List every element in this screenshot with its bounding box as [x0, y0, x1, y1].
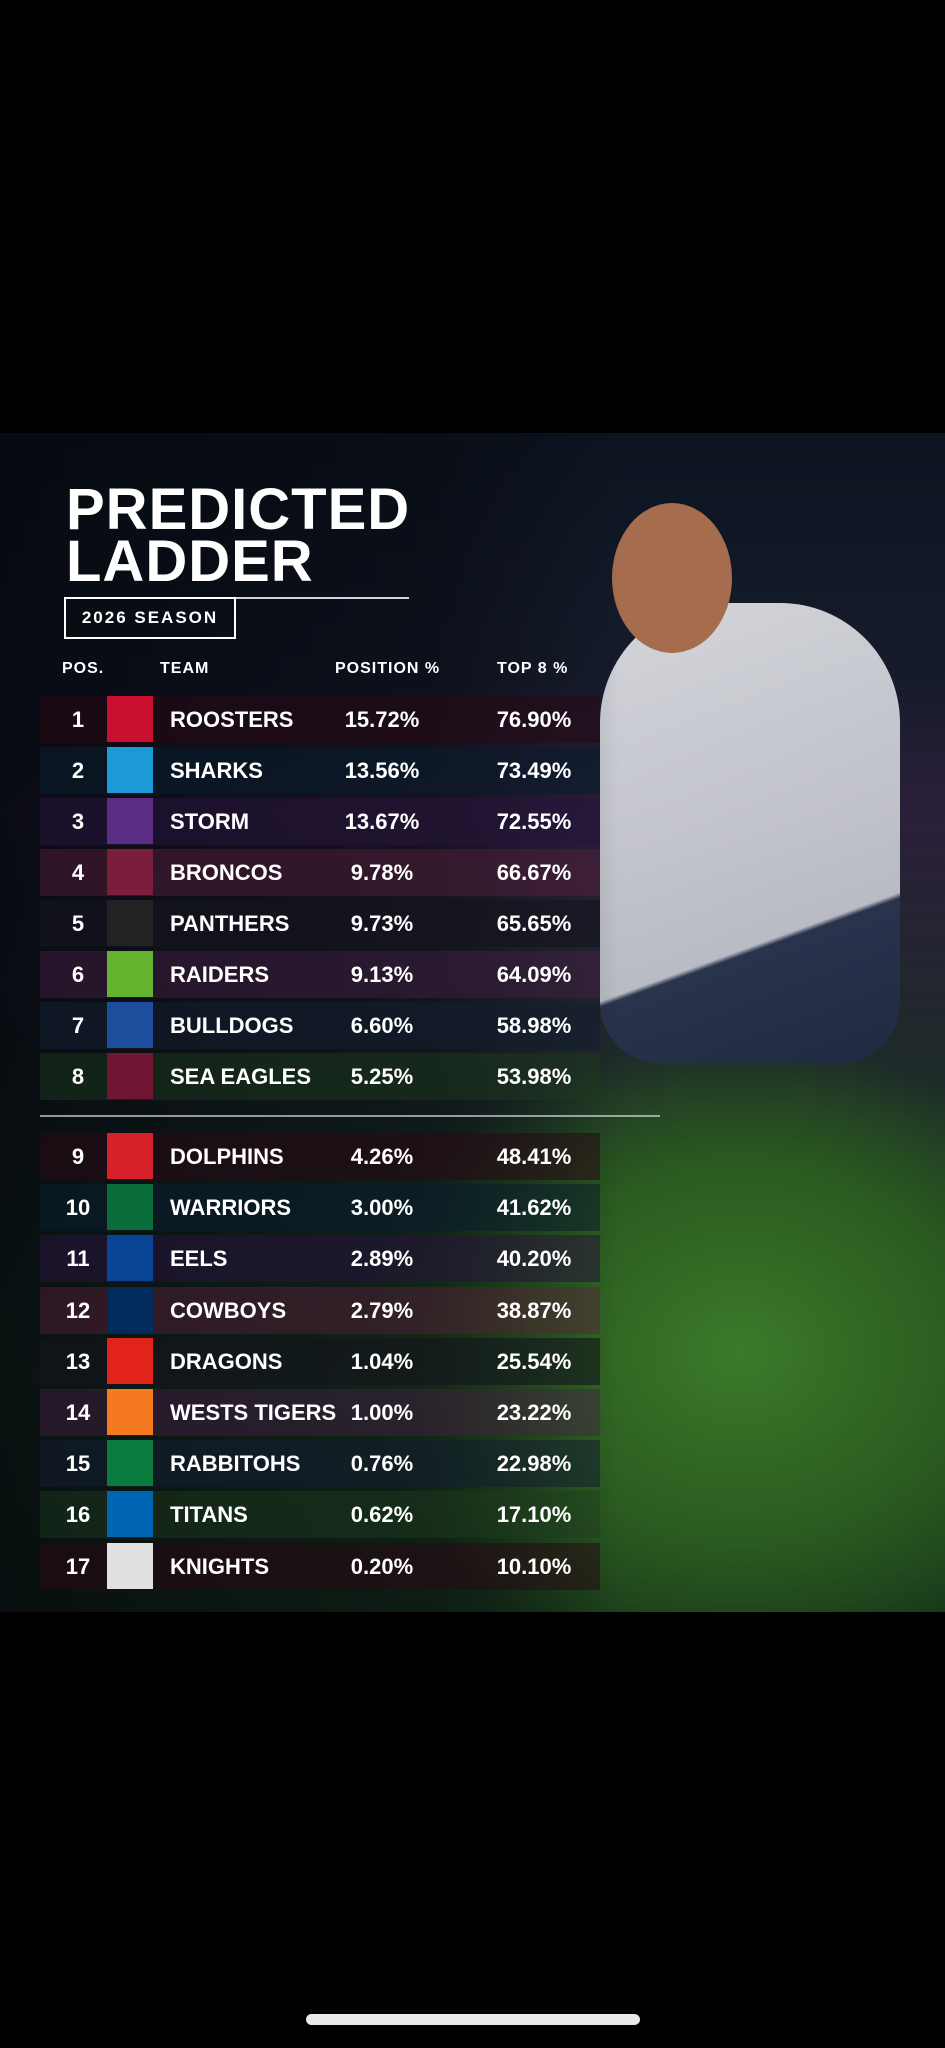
position-number: 13: [65, 1348, 91, 1374]
team-logo: [107, 747, 153, 793]
team-name: WESTS TIGERS: [170, 1400, 337, 1425]
title-rule: [64, 597, 409, 599]
team-name: SHARKS: [170, 758, 263, 783]
position-pct: 9.73%: [350, 911, 414, 936]
team-logo: [107, 1184, 153, 1231]
team-logo: [107, 1440, 153, 1487]
team-name: BULLDOGS: [170, 1013, 294, 1038]
team-logo: [107, 1235, 153, 1282]
team-logo: [107, 1542, 153, 1589]
title: LADDER: [66, 529, 314, 594]
position-number: 11: [66, 1246, 90, 1272]
top8-pct: 41.62%: [496, 1195, 572, 1221]
position-number: 5: [71, 911, 85, 936]
team-logo: [107, 1002, 153, 1048]
team-logo: [107, 1491, 153, 1538]
column-header: TEAM: [160, 660, 210, 677]
position-pct: 0.20%: [350, 1553, 414, 1579]
team-name: STORM: [170, 809, 250, 834]
team-name: ROOSTERS: [170, 707, 294, 732]
position-pct: 13.67%: [344, 809, 420, 834]
position-pct: 6.60%: [350, 1013, 414, 1038]
top8-pct: 72.55%: [496, 809, 572, 834]
team-name: RAIDERS: [170, 962, 270, 987]
position-pct: 9.13%: [350, 962, 414, 987]
top8-pct: 17.10%: [496, 1502, 572, 1528]
column-header: POS.: [62, 660, 105, 677]
position-number: 1: [71, 707, 85, 732]
position-pct: 4.26%: [350, 1144, 414, 1169]
position-pct: 3.00%: [350, 1195, 414, 1221]
position-number: 9: [71, 1144, 85, 1169]
top8-divider: [40, 1115, 660, 1117]
top8-pct: 76.90%: [496, 707, 572, 732]
top8-pct: 48.41%: [496, 1144, 572, 1169]
top8-pct: 58.98%: [496, 1013, 572, 1038]
team-logo: [107, 900, 153, 946]
position-number: 8: [71, 1064, 85, 1089]
player-image: [600, 603, 900, 1063]
season-badge: 2026 SEASON: [64, 597, 236, 639]
position-number: 4: [71, 860, 85, 885]
team-name: DOLPHINS: [170, 1144, 284, 1169]
position-number: 12: [65, 1297, 91, 1323]
position-pct: 15.72%: [344, 707, 420, 732]
team-name: PANTHERS: [170, 911, 290, 936]
top8-pct: 22.98%: [496, 1451, 572, 1477]
team-name: BRONCOS: [170, 860, 283, 885]
position-number: 16: [65, 1502, 91, 1528]
column-header: TOP 8 %: [497, 660, 569, 677]
top8-pct: 38.87%: [496, 1297, 572, 1323]
position-number: 14: [65, 1400, 91, 1425]
team-logo: [107, 798, 153, 844]
team-name: TITANS: [170, 1502, 248, 1528]
position-number: 17: [65, 1553, 91, 1579]
top8-pct: 66.67%: [496, 860, 572, 885]
position-pct: 13.56%: [344, 758, 420, 783]
team-name: WARRIORS: [170, 1195, 291, 1221]
top8-pct: 25.54%: [496, 1348, 572, 1374]
team-logo: [107, 1133, 153, 1179]
position-number: 7: [71, 1013, 85, 1038]
position-pct: 1.00%: [350, 1400, 414, 1425]
position-number: 6: [71, 962, 85, 987]
team-name: SEA EAGLES: [170, 1064, 311, 1089]
team-name: KNIGHTS: [170, 1553, 269, 1579]
position-pct: 0.62%: [350, 1502, 414, 1528]
top8-pct: 53.98%: [496, 1064, 572, 1089]
position-pct: 2.89%: [350, 1246, 414, 1272]
team-logo: [107, 849, 153, 895]
top8-pct: 10.10%: [496, 1553, 572, 1579]
top8-pct: 73.49%: [496, 758, 572, 783]
top8-pct: 23.22%: [496, 1400, 572, 1425]
team-logo: [107, 1337, 153, 1384]
top8-pct: 65.65%: [496, 911, 572, 936]
top8-pct: 64.09%: [496, 962, 572, 987]
position-number: 3: [71, 809, 85, 834]
column-header: POSITION %: [335, 660, 441, 677]
home-indicator: [306, 2014, 640, 2025]
position-number: 15: [65, 1451, 91, 1477]
team-logo: [107, 1053, 153, 1099]
position-number: 2: [71, 758, 85, 783]
team-name: COWBOYS: [170, 1297, 287, 1323]
position-pct: 0.76%: [350, 1451, 414, 1477]
position-pct: 5.25%: [350, 1064, 414, 1089]
title: PREDICTED: [66, 477, 411, 542]
position-pct: 1.04%: [350, 1348, 414, 1374]
position-pct: 2.79%: [350, 1297, 414, 1323]
team-logo: [107, 696, 153, 742]
position-pct: 9.78%: [350, 860, 414, 885]
team-logo: [107, 1286, 153, 1333]
team-name: RABBITOHS: [170, 1451, 301, 1477]
player-head: [612, 503, 732, 653]
team-name: DRAGONS: [170, 1348, 283, 1374]
team-logo: [107, 1389, 153, 1435]
top8-pct: 40.20%: [496, 1246, 572, 1272]
position-number: 10: [65, 1195, 91, 1221]
team-name: EELS: [170, 1246, 228, 1272]
team-logo: [107, 951, 153, 997]
